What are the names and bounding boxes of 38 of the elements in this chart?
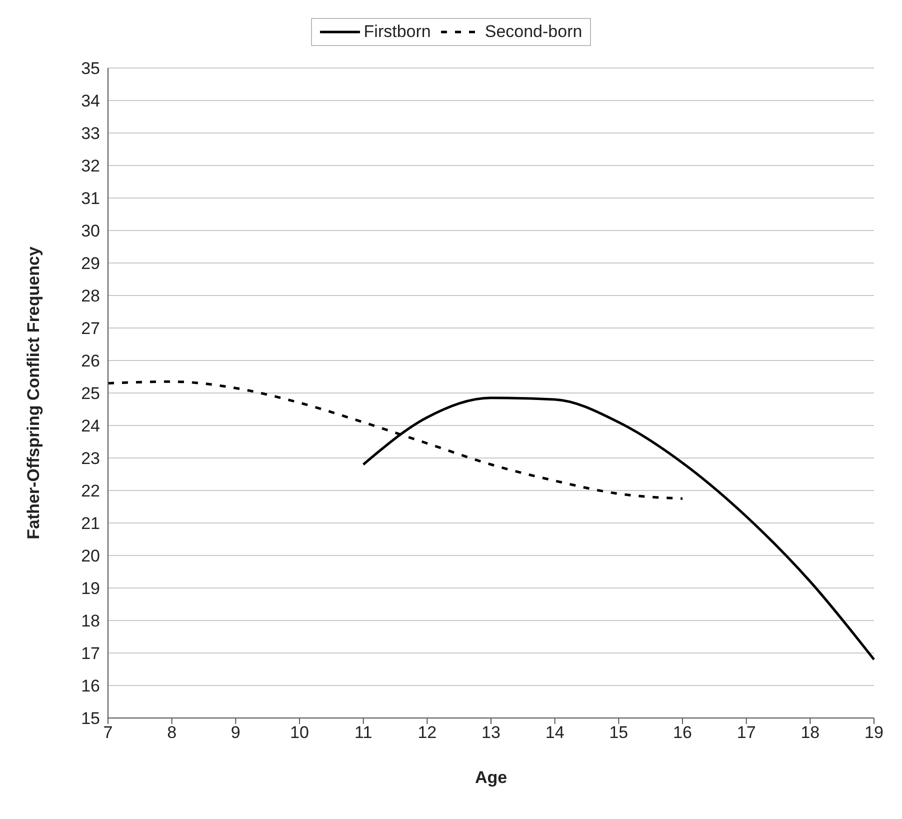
x-tick-label: 7 [103, 723, 113, 742]
y-tick-label: 26 [81, 352, 100, 371]
x-axis-title: Age [474, 768, 508, 787]
y-axis-title: Father-Offspring Conflict Frequency [24, 246, 44, 540]
x-tick-label: 13 [482, 723, 500, 742]
y-tick-label: 34 [81, 92, 100, 111]
y-tick-label: 31 [81, 189, 100, 208]
x-tick-label: 15 [609, 723, 628, 742]
y-tick-label: 25 [81, 384, 100, 404]
y-tick-label: 33 [81, 124, 100, 144]
y-tick-label: 29 [81, 254, 100, 274]
y-tick-label: 32 [81, 156, 100, 176]
x-tick-label: 8 [167, 723, 177, 742]
y-tick-label: 23 [81, 449, 100, 468]
legend-label: Firstborn [362, 22, 431, 42]
y-tick-label: 15 [81, 709, 100, 728]
x-tick-label: 11 [354, 723, 372, 742]
x-tick-label: 14 [545, 723, 564, 742]
y-tick-label: 16 [81, 676, 100, 696]
y-tick-label: 27 [81, 319, 100, 338]
x-tick-label: 16 [673, 723, 692, 742]
x-tick-label: 10 [290, 723, 309, 742]
x-tick-label: 17 [736, 723, 756, 742]
y-tick-label: 20 [81, 546, 100, 566]
x-tick-label: 12 [418, 723, 437, 742]
y-tick-label: 30 [81, 222, 100, 241]
y-tick-label: 28 [81, 286, 100, 306]
y-tick-label: 22 [81, 482, 100, 501]
y-tick-label: 24 [81, 416, 100, 436]
y-tick-label: 21 [81, 514, 100, 534]
y-tick-label: 19 [81, 579, 100, 598]
x-tick-label: 9 [230, 723, 240, 742]
y-tick-label: 18 [81, 612, 100, 631]
legend-label: Second-born [484, 22, 582, 42]
y-tick-label: 35 [81, 59, 100, 78]
x-tick-label: 18 [800, 723, 820, 742]
x-tick-label: 19 [864, 723, 884, 742]
y-tick-label: 17 [81, 644, 100, 664]
